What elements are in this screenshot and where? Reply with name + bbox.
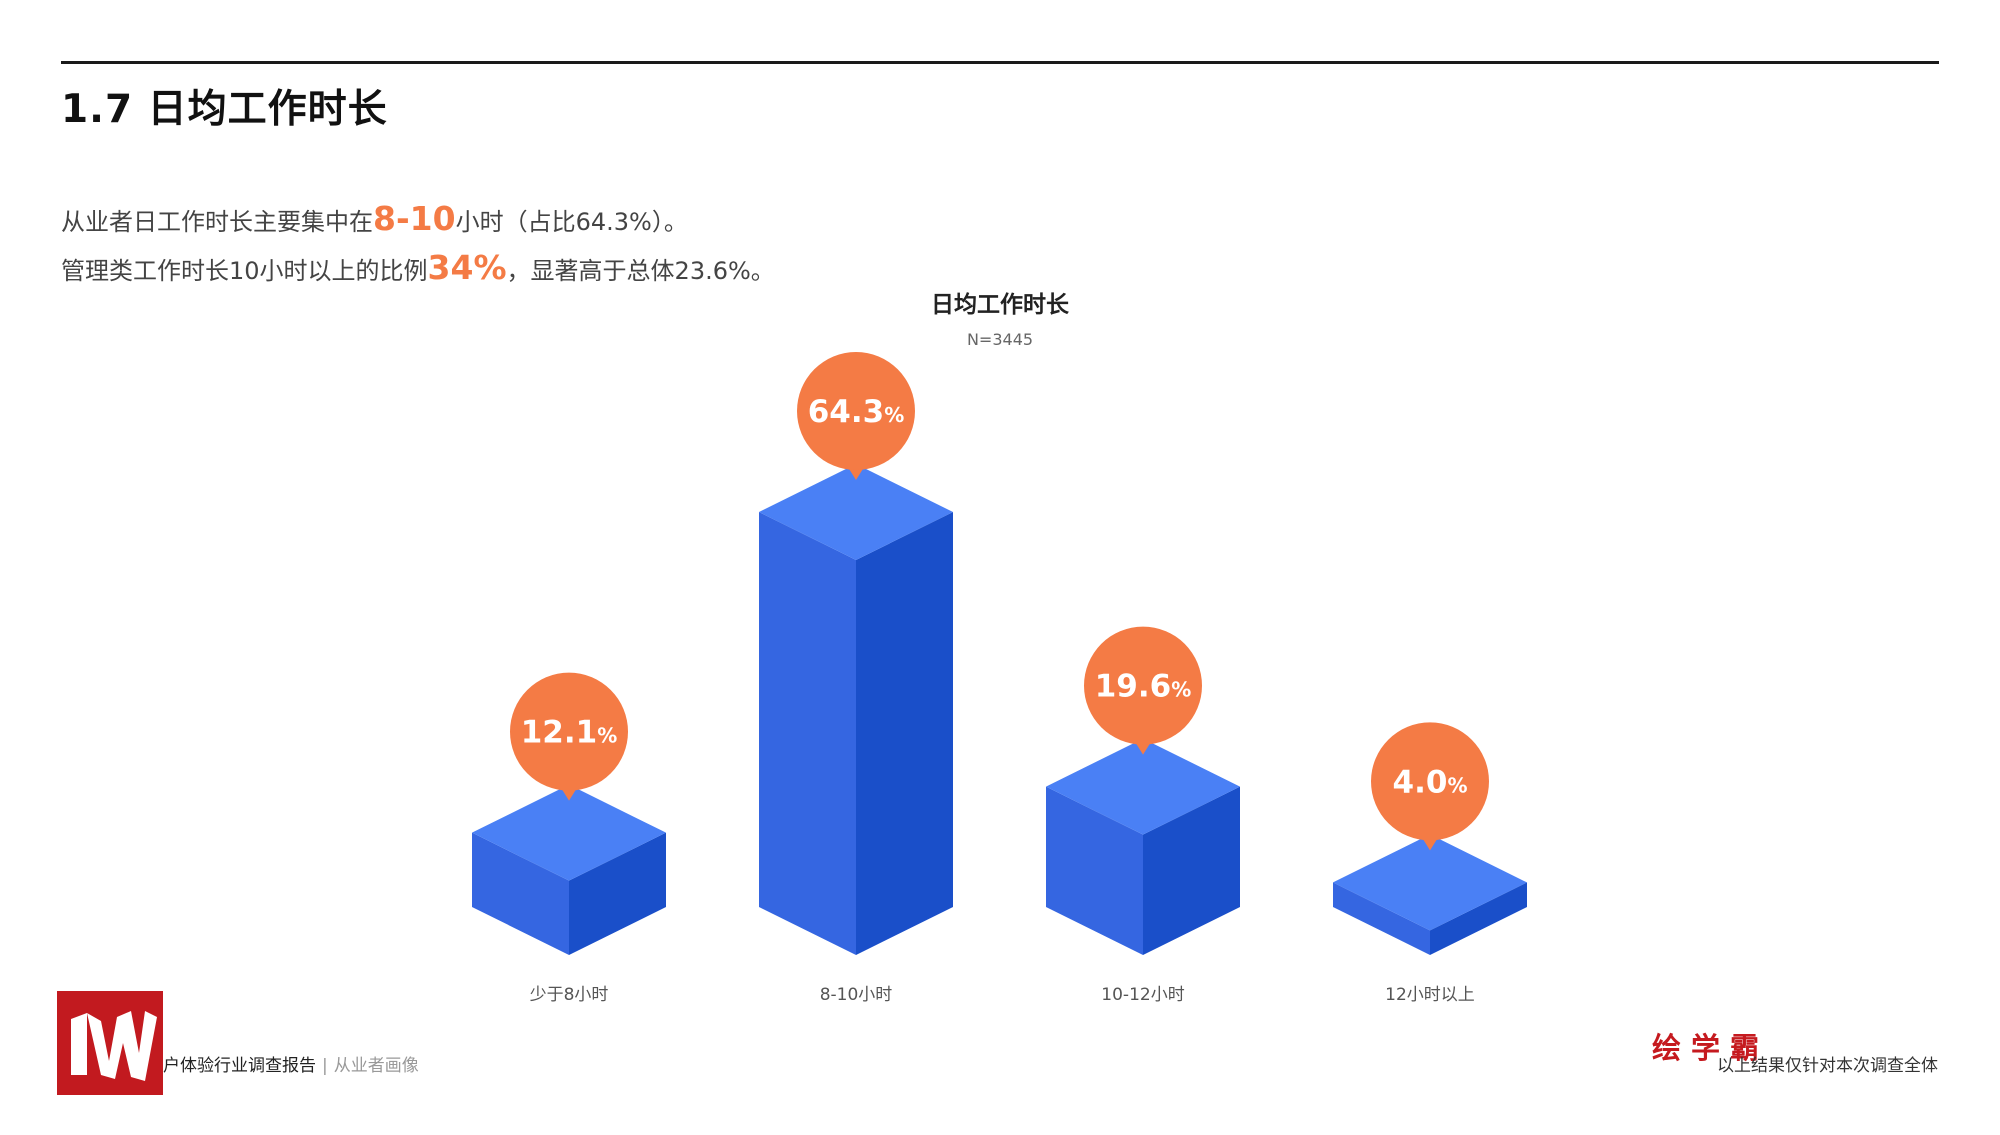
summary-line-1-pre: 从业者日工作时长主要集中在: [61, 208, 373, 236]
value-bubble: [797, 352, 915, 471]
page-title: 1.7 日均工作时长: [61, 87, 388, 132]
category-label: 8-10小时: [820, 985, 893, 1005]
summary-line-1-highlight: 8-10: [373, 199, 456, 238]
bar-front-face: [759, 512, 856, 955]
summary-line-1: 从业者日工作时长主要集中在8-10小时（占比64.3%）。: [61, 196, 775, 245]
bar-3: 19.6% 10-12小时: [1046, 626, 1240, 1005]
logo: [57, 991, 163, 1095]
value-label: 4.0%: [1393, 764, 1468, 800]
value-label: 19.6%: [1095, 669, 1192, 705]
top-rule: [61, 61, 1939, 64]
bar-side-face: [569, 832, 666, 955]
bar-top-face: [759, 464, 953, 561]
bar-top-face: [1333, 834, 1527, 931]
bar-2: 64.3% 8-10小时: [759, 352, 953, 1005]
bar-top-face: [1046, 738, 1240, 835]
bar-side-face: [1143, 786, 1240, 955]
chart-subtitle: N=3445: [967, 330, 1033, 349]
summary-line-2-highlight: 34%: [427, 248, 507, 287]
chart-title: 日均工作时长: [931, 291, 1070, 318]
category-label: 12小时以上: [1385, 985, 1475, 1005]
brand-watermark: 绘学霸: [1652, 1031, 1770, 1065]
summary-line-2-pre: 管理类工作时长10小时以上的比例: [61, 257, 428, 285]
category-label: 10-12小时: [1101, 985, 1184, 1005]
footer-report-title: 户体验行业调查报告: [163, 1056, 316, 1076]
bars-group: 12.1% 少于8小时 64.3% 8-10小时 19.6% 10-12小时 4.0% 12小…: [472, 352, 1527, 1005]
summary-line-1-post: 小时（占比64.3%）。: [455, 208, 688, 236]
footer-report: 户体验行业调查报告 | 从业者画像: [163, 1051, 419, 1076]
footer-separator: |: [322, 1056, 328, 1076]
value-label: 12.1%: [521, 715, 618, 751]
bar-front-face: [1333, 882, 1430, 955]
footer-note: 以上结果仅针对本次调查全体: [1717, 1056, 1938, 1076]
bar-front-face: [472, 832, 569, 955]
bar-front-face: [1046, 786, 1143, 955]
logo-mark-icon: [71, 1011, 157, 1081]
footer-section: 从业者画像: [333, 1056, 419, 1076]
value-bubble: [1371, 722, 1489, 841]
category-label: 少于8小时: [530, 985, 609, 1005]
value-bubble: [510, 672, 628, 791]
summary-line-2-post: ，显著高于总体23.6%。: [506, 257, 775, 285]
bar-side-face: [1430, 882, 1527, 955]
value-bubble: [1084, 626, 1202, 745]
bar-4: 4.0% 12小时以上: [1333, 722, 1527, 1005]
bar-top-face: [472, 784, 666, 881]
bar-1: 12.1% 少于8小时: [472, 672, 666, 1005]
summary-line-2: 管理类工作时长10小时以上的比例34%，显著高于总体23.6%。: [61, 245, 775, 294]
summary-text: 从业者日工作时长主要集中在8-10小时（占比64.3%）。 管理类工作时长10小…: [61, 196, 775, 294]
value-label: 64.3%: [808, 394, 905, 430]
bar-side-face: [856, 512, 953, 955]
